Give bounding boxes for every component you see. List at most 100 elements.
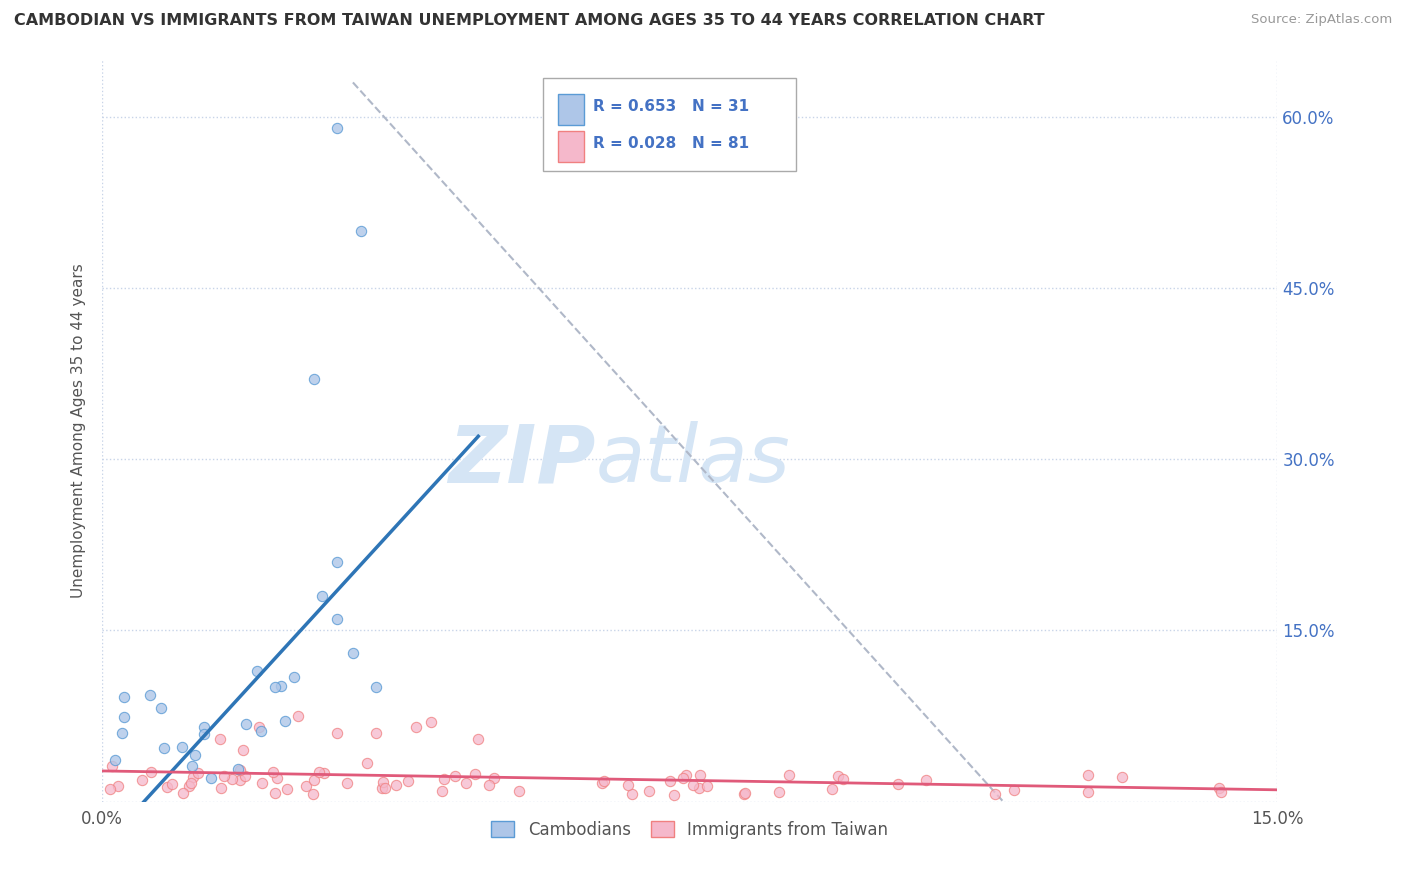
- Point: [308, 764, 330, 779]
- FancyBboxPatch shape: [543, 78, 796, 171]
- Point: [430, 784, 453, 798]
- Point: [508, 784, 530, 798]
- Point: [1002, 783, 1025, 797]
- Point: [181, 758, 204, 772]
- Point: [270, 679, 292, 693]
- Point: [172, 786, 194, 800]
- Point: [250, 724, 273, 739]
- Point: [193, 720, 215, 734]
- Point: [371, 775, 394, 789]
- Point: [262, 765, 284, 780]
- Point: [139, 688, 162, 702]
- Point: [374, 780, 396, 795]
- Point: [229, 764, 252, 778]
- Point: [287, 709, 309, 723]
- Point: [246, 664, 269, 678]
- Legend: Cambodians, Immigrants from Taiwan: Cambodians, Immigrants from Taiwan: [485, 814, 896, 846]
- Point: [100, 759, 122, 773]
- Point: [827, 769, 849, 783]
- Text: atlas: atlas: [596, 421, 790, 500]
- Point: [274, 714, 297, 728]
- Point: [221, 772, 243, 787]
- Point: [464, 766, 486, 780]
- Text: R = 0.653   N = 31: R = 0.653 N = 31: [593, 99, 749, 114]
- Point: [263, 681, 285, 695]
- Point: [283, 669, 305, 683]
- Point: [1077, 785, 1099, 799]
- Point: [263, 786, 285, 800]
- Point: [326, 726, 349, 740]
- Point: [396, 773, 419, 788]
- Point: [675, 768, 697, 782]
- Point: [342, 646, 364, 660]
- Point: [294, 779, 316, 793]
- Text: ZIP: ZIP: [449, 421, 596, 500]
- Point: [235, 717, 257, 731]
- Point: [180, 776, 202, 790]
- Point: [247, 720, 270, 734]
- Point: [356, 756, 378, 770]
- Point: [193, 727, 215, 741]
- Point: [591, 776, 613, 790]
- Point: [156, 780, 179, 794]
- Point: [671, 771, 693, 785]
- Point: [266, 771, 288, 785]
- Point: [209, 780, 232, 795]
- Point: [104, 753, 127, 767]
- Point: [664, 788, 686, 802]
- Point: [1077, 768, 1099, 782]
- Point: [153, 740, 176, 755]
- Point: [371, 781, 394, 796]
- Point: [734, 786, 756, 800]
- Point: [235, 769, 257, 783]
- Point: [149, 701, 172, 715]
- Point: [350, 224, 373, 238]
- Point: [467, 731, 489, 746]
- Point: [326, 121, 349, 136]
- Point: [659, 774, 682, 789]
- Point: [1209, 785, 1232, 799]
- Point: [179, 780, 201, 794]
- Point: [160, 777, 183, 791]
- Point: [832, 772, 855, 786]
- Point: [252, 776, 274, 790]
- Point: [200, 772, 222, 786]
- Point: [208, 731, 231, 746]
- Point: [433, 772, 456, 787]
- Point: [212, 769, 235, 783]
- Point: [984, 788, 1007, 802]
- Point: [821, 782, 844, 797]
- Point: [689, 768, 711, 782]
- Point: [366, 726, 388, 740]
- Point: [229, 773, 252, 788]
- Point: [232, 743, 254, 757]
- Point: [366, 681, 388, 695]
- Point: [187, 766, 209, 780]
- Point: [914, 773, 936, 788]
- Point: [592, 774, 614, 789]
- Point: [616, 778, 638, 792]
- Point: [276, 781, 298, 796]
- FancyBboxPatch shape: [558, 131, 583, 162]
- Text: R = 0.028   N = 81: R = 0.028 N = 81: [593, 136, 749, 151]
- Point: [886, 776, 908, 790]
- Point: [170, 739, 193, 754]
- Point: [131, 772, 153, 787]
- Text: Source: ZipAtlas.com: Source: ZipAtlas.com: [1251, 13, 1392, 27]
- Point: [1111, 770, 1133, 784]
- Point: [621, 787, 644, 801]
- Point: [326, 555, 349, 569]
- Point: [112, 710, 135, 724]
- Point: [1208, 781, 1230, 796]
- Point: [456, 776, 478, 790]
- Text: CAMBODIAN VS IMMIGRANTS FROM TAIWAN UNEMPLOYMENT AMONG AGES 35 TO 44 YEARS CORRE: CAMBODIAN VS IMMIGRANTS FROM TAIWAN UNEM…: [14, 13, 1045, 29]
- Point: [733, 787, 755, 801]
- Point: [311, 589, 333, 603]
- Point: [226, 762, 249, 776]
- Point: [326, 612, 349, 626]
- Point: [420, 714, 443, 729]
- Point: [314, 766, 336, 780]
- Point: [482, 771, 505, 785]
- Point: [478, 778, 501, 792]
- Point: [112, 690, 135, 705]
